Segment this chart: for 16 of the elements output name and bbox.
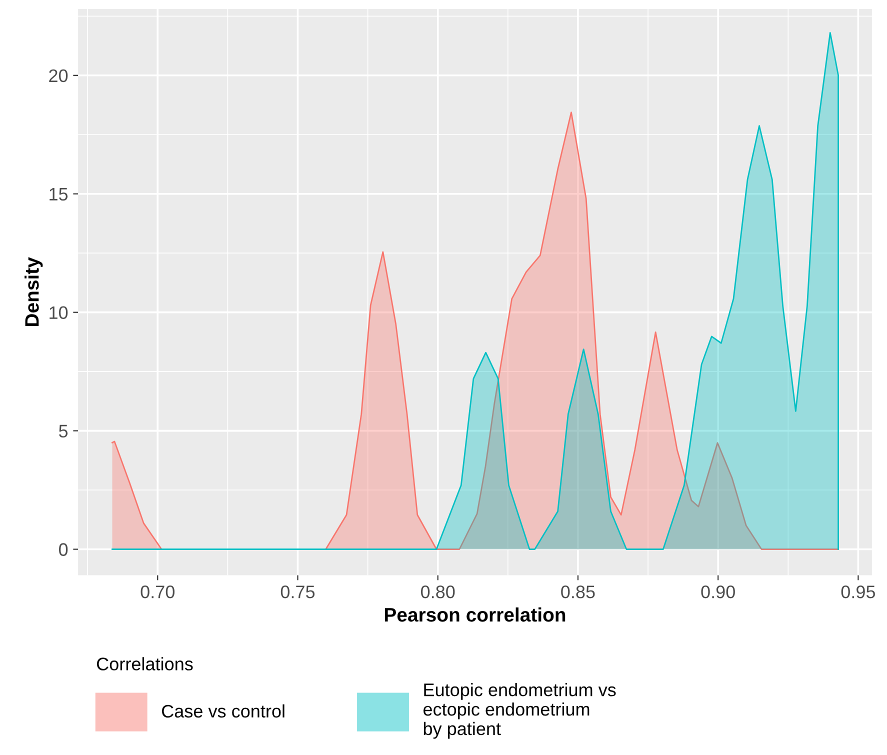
legend-title: Correlations — [96, 657, 193, 670]
x-tick-label: 0.75 — [280, 586, 315, 598]
y-tick-label: 5 — [59, 424, 68, 438]
x-tick-label: 0.90 — [701, 586, 735, 598]
x-tick-label: 0.85 — [561, 586, 595, 598]
x-tick-label: 0.95 — [841, 586, 876, 598]
x-tick-label: 0.80 — [420, 586, 455, 598]
y-tick-label: 0 — [59, 543, 68, 556]
y-axis-title: Density — [24, 257, 43, 326]
x-tick-label: 0.70 — [140, 586, 175, 598]
y-tick-label: 10 — [50, 306, 68, 320]
y-tick-label: 20 — [49, 69, 68, 82]
x-axis-title: Pearson correlation — [384, 607, 566, 622]
y-tick-label: 15 — [50, 188, 68, 201]
legend-label: Case vs control — [162, 704, 284, 718]
legend-label: Eutopic endometrium vs ectopic endometrium by patient — [423, 683, 616, 739]
